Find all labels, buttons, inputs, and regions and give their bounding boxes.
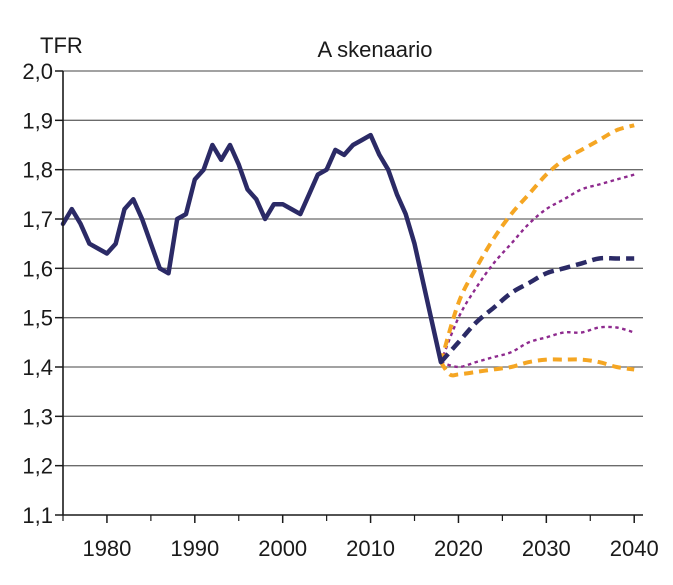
- grid-lines: [63, 70, 643, 467]
- y-tick-label: 1,5: [22, 306, 53, 331]
- series-line-inner-4: [440, 325, 635, 369]
- series-line-median-3: [439, 255, 635, 364]
- series-line-observed-0: [60, 132, 444, 365]
- y-tick-labels: 1,1 1,2 1,3 1,4 1,5 1,6 1,7 1,8 1,9 2,0: [22, 59, 63, 528]
- x-tick-label: 1990: [170, 536, 219, 561]
- axes: [62, 71, 643, 516]
- y-axis-label: TFR: [40, 33, 83, 58]
- y-tick-label: 1,6: [22, 256, 53, 281]
- x-tick-label: 2000: [258, 536, 307, 561]
- series-line-inner-2: [439, 173, 635, 363]
- y-tick-label: 1,9: [22, 108, 53, 133]
- y-tick-label: 1,1: [22, 503, 53, 528]
- x-tick-label: 2010: [346, 536, 395, 561]
- y-tick-label: 1,2: [22, 454, 53, 479]
- y-tick-label: 2,0: [22, 59, 53, 84]
- series-line-outer-5: [439, 357, 635, 378]
- series-lines: [60, 123, 635, 378]
- x-tick-labels: 1980 1990 2000 2010 2020 2030 2040: [62, 515, 659, 561]
- series-line-outer-1: [438, 123, 635, 363]
- y-tick-label: 1,4: [22, 355, 53, 380]
- x-tick-label: 1980: [82, 536, 131, 561]
- chart-title: A skenaario: [318, 37, 433, 62]
- y-tick-label: 1,7: [22, 207, 53, 232]
- x-tick-label: 2040: [610, 536, 659, 561]
- x-tick-label: 2020: [434, 536, 483, 561]
- x-tick-label: 2030: [522, 536, 571, 561]
- y-tick-label: 1,3: [22, 404, 53, 429]
- y-tick-label: 1,8: [22, 158, 53, 183]
